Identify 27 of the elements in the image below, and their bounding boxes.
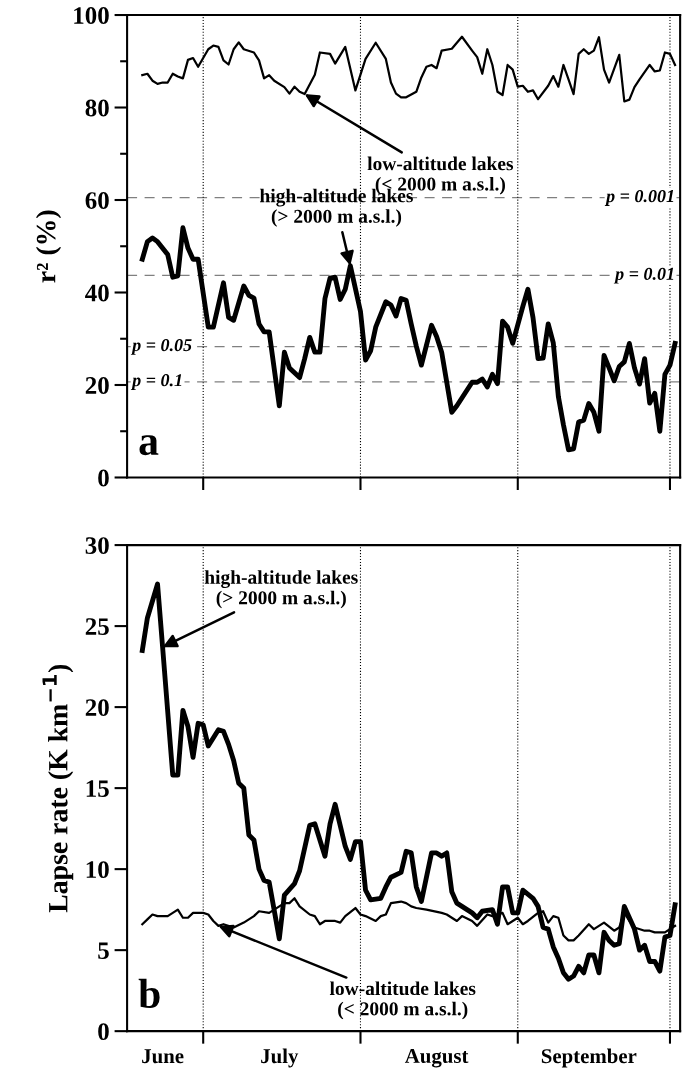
y-tick-label: 20 <box>85 699 109 717</box>
annotation: high-altitude lakes (> 2000 m a.s.l.) <box>204 570 358 609</box>
y-tick-label: 40 <box>85 284 109 302</box>
annotation: p = 0.001 <box>604 190 674 206</box>
annotation: p = 0.05 <box>130 338 192 355</box>
y-tick-label: 10 <box>86 861 109 879</box>
y-tick-label: 80 <box>85 99 109 117</box>
y-tick-label: 0 <box>98 469 109 487</box>
x-tick-label: June <box>142 1049 184 1064</box>
y-tick-label: 30 <box>85 537 109 554</box>
annotation: a <box>139 435 159 456</box>
y-tick-label: 0 <box>98 1023 109 1041</box>
y-axis-title: r² (%) <box>35 210 62 283</box>
x-tick-label: September <box>541 1048 637 1068</box>
y-tick-label: 5 <box>98 942 109 960</box>
y-axis-title: Lapse rate (K km$^{−1}$) <box>42 664 74 913</box>
y-tick-label: 60 <box>85 192 109 209</box>
x-tick-label: August <box>404 1049 469 1068</box>
y-tick-label: 20 <box>85 377 109 394</box>
annotation: p = 0.1 <box>130 374 182 390</box>
annotation: low-altitude lakes (< 2000 m a.s.l.) <box>329 981 476 1020</box>
y-tick-label: 100 <box>74 7 109 24</box>
y-tick-label: 15 <box>86 780 109 798</box>
x-tick-label: July <box>261 1048 299 1068</box>
annotation: p = 0.01 <box>613 267 674 284</box>
annotation: b <box>138 978 160 1009</box>
y-tick-label: 25 <box>85 618 109 636</box>
